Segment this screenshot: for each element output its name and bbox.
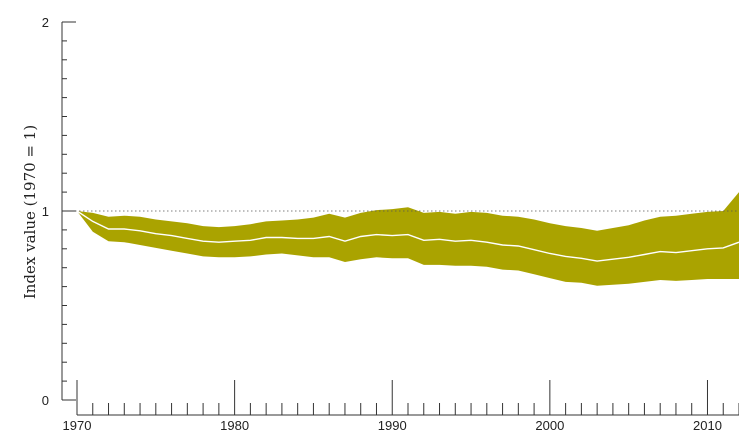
line-layer [76, 210, 739, 262]
label-layer: Index value (1970 = 1) 0 1 2 1970 1980 1990 20… [21, 15, 722, 433]
confidence-band [77, 192, 739, 286]
y-axis-title: Index value (1970 = 1) [21, 125, 39, 299]
y-tick-label: 1 [42, 204, 49, 219]
band-layer [77, 192, 739, 286]
x-tick-label: 1980 [220, 418, 249, 433]
axis-layer [61, 21, 739, 416]
x-tick-label: 2010 [693, 418, 722, 433]
y-tick-label: 0 [42, 393, 49, 408]
y-tick-label: 2 [42, 15, 49, 30]
x-tick-label: 2000 [535, 418, 564, 433]
x-tick-label: 1970 [63, 418, 92, 433]
index-line [76, 210, 739, 262]
x-tick-label: 1990 [378, 418, 407, 433]
